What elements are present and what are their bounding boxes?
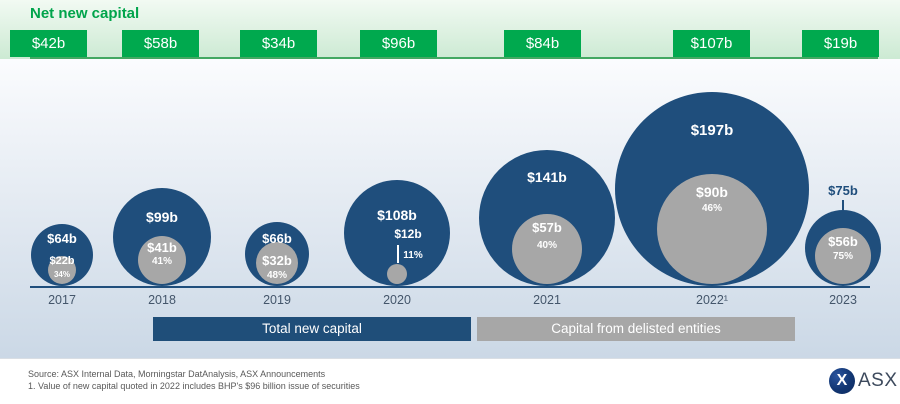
pct-delisted-2021: 40% bbox=[536, 240, 557, 251]
year-label-2023: 2023 bbox=[829, 293, 857, 307]
label-delisted-2017: $22b bbox=[49, 255, 75, 267]
legend-capital-from-delisted: Capital from delisted entities bbox=[477, 317, 795, 341]
label-delisted-2022: $90b bbox=[696, 184, 728, 200]
net-capital-badge-2022: $107b bbox=[673, 30, 750, 57]
source-text: Source: ASX Internal Data, Morningstar D… bbox=[28, 369, 326, 379]
net-capital-badge-2017: $42b bbox=[10, 30, 87, 57]
bubble-delisted-2023 bbox=[815, 228, 871, 284]
year-label-2018: 2018 bbox=[148, 293, 176, 307]
label-total-2022: $197b bbox=[690, 122, 734, 139]
label-total-2021: $141b bbox=[527, 169, 567, 185]
year-label-2021: 2021 bbox=[533, 293, 561, 307]
year-label-2022: 2022¹ bbox=[696, 293, 728, 307]
footnote-text: 1. Value of new capital quoted in 2022 i… bbox=[28, 381, 360, 391]
callout-line-2023 bbox=[842, 200, 844, 213]
callout-line-2020 bbox=[397, 245, 399, 263]
asx-logo: X ASX bbox=[829, 368, 898, 394]
net-capital-badge-2019: $34b bbox=[240, 30, 317, 57]
legend-total-new-capital: Total new capital bbox=[153, 317, 471, 341]
baseline-axis bbox=[30, 286, 870, 288]
asx-logo-text: ASX bbox=[858, 370, 898, 391]
pct-delisted-2022: 46% bbox=[701, 203, 722, 214]
net-capital-badge-2023: $19b bbox=[802, 30, 879, 57]
pct-delisted-2020: 11% bbox=[403, 250, 423, 261]
label-total-2019: $66b bbox=[262, 231, 292, 246]
bubble-delisted-2018 bbox=[138, 236, 186, 284]
label-total-2023: $75b bbox=[828, 183, 858, 198]
bubble-delisted-2020 bbox=[387, 264, 407, 284]
net-capital-badge-2020: $96b bbox=[360, 30, 437, 57]
chart-title: Net new capital bbox=[30, 5, 140, 22]
net-capital-badge-2021: $84b bbox=[504, 30, 581, 57]
pct-delisted-2023: 75% bbox=[832, 251, 853, 262]
label-delisted-2018: $41b bbox=[147, 240, 177, 255]
label-total-2020: $108b bbox=[377, 207, 417, 223]
bubble-delisted-2022 bbox=[657, 174, 767, 284]
net-capital-badge-2018: $58b bbox=[122, 30, 199, 57]
asx-x-icon: X bbox=[829, 368, 855, 394]
year-label-2020: 2020 bbox=[383, 293, 411, 307]
footer bbox=[0, 358, 900, 404]
label-total-2017: $64b bbox=[47, 231, 77, 246]
bubble-delisted-2017 bbox=[48, 256, 76, 284]
label-delisted-2019: $32b bbox=[262, 253, 292, 268]
pct-delisted-2018: 41% bbox=[151, 256, 172, 267]
bubble-delisted-2021 bbox=[512, 214, 582, 284]
pct-delisted-2017: 34% bbox=[53, 270, 70, 279]
label-delisted-2023: $56b bbox=[828, 234, 858, 249]
year-label-2017: 2017 bbox=[48, 293, 76, 307]
label-total-2018: $99b bbox=[146, 209, 178, 225]
header-divider bbox=[30, 57, 878, 59]
label-delisted-2020: $12b bbox=[394, 227, 422, 241]
bubble-delisted-2019 bbox=[256, 242, 298, 284]
label-delisted-2021: $57b bbox=[532, 220, 562, 235]
year-label-2019: 2019 bbox=[263, 293, 291, 307]
pct-delisted-2019: 48% bbox=[266, 270, 287, 281]
